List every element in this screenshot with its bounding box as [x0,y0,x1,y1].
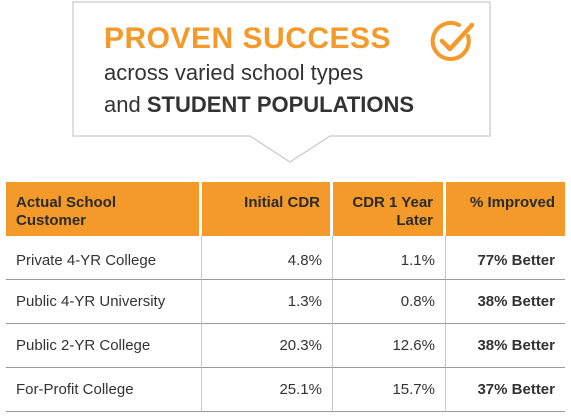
table-row: Public 4-YR University 1.3% 0.8% 38% Bet… [6,280,565,324]
cell-cdr-later: 1.1% [333,236,446,280]
banner-subtitle-second-line: and STUDENT POPULATIONS [104,92,414,118]
cell-customer: Private 4-YR College [6,236,202,280]
cell-cdr-later: 15.7% [333,368,446,412]
banner-subtitle: across varied school types [104,60,364,85]
cell-initial-cdr: 25.1% [202,368,333,412]
header-cdr-later: CDR 1 Year Later [333,182,446,236]
cell-improved: 77% Better [446,236,565,280]
header-customer: Actual School Customer [6,182,202,236]
table-header-row: Actual School Customer Initial CDR CDR 1… [6,182,565,236]
table-row: Private 4-YR College 4.8% 1.1% 77% Bette… [6,236,565,280]
cell-initial-cdr: 1.3% [202,280,333,324]
cell-improved: 38% Better [446,324,565,368]
cell-customer: Public 4-YR University [6,280,202,324]
header-improved: % Improved [446,182,565,236]
cell-improved: 38% Better [446,280,565,324]
cell-cdr-later: 12.6% [333,324,446,368]
header-initial-cdr: Initial CDR [202,182,333,236]
banner-title: PROVEN SUCCESS [104,22,392,55]
table-row: Public 2-YR College 20.3% 12.6% 38% Bett… [6,324,565,368]
banner-line3-prefix: and [104,92,147,117]
cell-improved: 37% Better [446,368,565,412]
banner-line3-emphasis: STUDENT POPULATIONS [146,92,415,117]
cell-cdr-later: 0.8% [333,280,446,324]
table-row: For-Profit College 25.1% 15.7% 37% Bette… [6,368,565,412]
results-table: Actual School Customer Initial CDR CDR 1… [6,182,565,412]
banner-frame [72,1,491,163]
checkmark-circle-icon [430,21,475,61]
cell-initial-cdr: 4.8% [202,236,333,280]
cell-customer: Public 2-YR College [6,324,202,368]
cell-initial-cdr: 20.3% [202,324,333,368]
cell-customer: For-Profit College [6,368,202,412]
